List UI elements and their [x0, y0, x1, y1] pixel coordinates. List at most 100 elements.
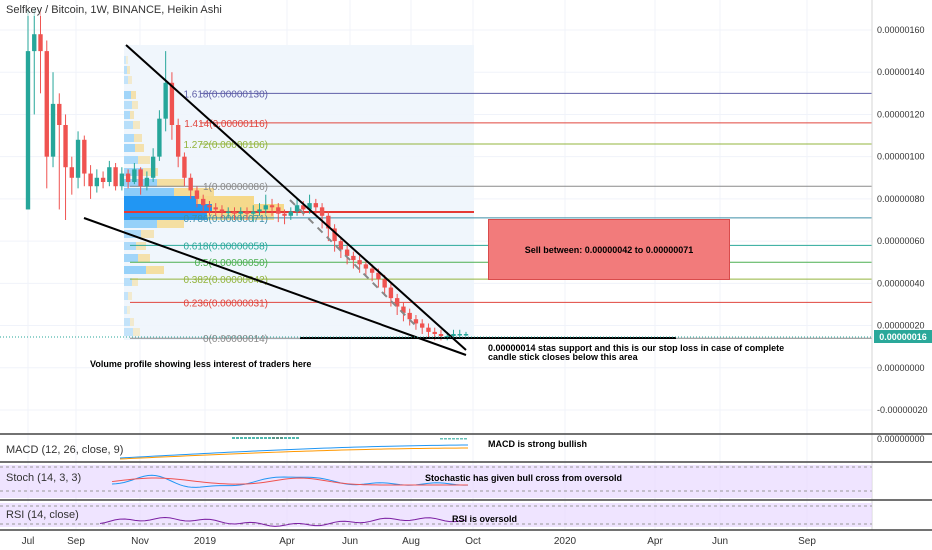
- volume-profile-bar: [124, 230, 141, 238]
- candle-body: [382, 279, 387, 288]
- volume-profile-bar: [127, 306, 130, 314]
- candle-body: [194, 190, 200, 199]
- macd-histogram-bar: [240, 437, 243, 439]
- candle-body: [144, 177, 150, 187]
- time-tick-label: Nov: [131, 536, 149, 547]
- candle-body: [163, 82, 168, 119]
- candle-body: [38, 34, 43, 52]
- volume-profile-bar: [124, 242, 136, 250]
- macd-line: [119, 444, 469, 459]
- volume-profile-bar: [124, 121, 133, 129]
- time-tick-label: Jul: [22, 536, 35, 547]
- stoch-d-line: [111, 477, 468, 486]
- volume-profile-bar: [124, 220, 157, 228]
- candle-body: [113, 167, 118, 187]
- time-tick-label: 2020: [554, 536, 577, 547]
- candle-body: [125, 173, 131, 182]
- time-tick-label: Apr: [279, 536, 295, 547]
- macd-histogram-bar: [448, 438, 451, 440]
- candle-body: [201, 198, 206, 206]
- chart-title: Selfkey / Bitcoin, 1W, BINANCE, Heikin A…: [6, 4, 222, 16]
- wedge-lower-trendline: [83, 217, 467, 356]
- candle-body: [75, 139, 81, 178]
- stoch-label: Stoch (14, 3, 3): [6, 472, 82, 484]
- volume-profile-bar: [124, 328, 133, 336]
- volume-profile-bar: [124, 204, 212, 212]
- rsi-band: [0, 503, 872, 527]
- volume-profile-bar: [124, 101, 132, 109]
- volume-profile-bar: [138, 156, 150, 164]
- macd-histogram-bar: [236, 437, 239, 439]
- macd-histogram-bar: [264, 437, 267, 439]
- macd-histogram-bar: [276, 437, 279, 439]
- macd-histogram-bar: [248, 437, 251, 439]
- volume-profile-bar: [124, 56, 126, 64]
- candle-body: [407, 312, 412, 320]
- volume-profile-note: Volume profile showing less interest of …: [90, 359, 312, 369]
- volume-profile-bar: [132, 101, 138, 109]
- candle-body: [175, 125, 181, 157]
- volume-profile-bar: [138, 254, 150, 262]
- volume-profile-bar: [196, 196, 254, 204]
- stoch-note: Stochastic has given bull cross from ove…: [425, 473, 623, 483]
- candle-body: [63, 125, 68, 168]
- candle-body: [344, 249, 350, 256]
- price-tick-label: 0.00000160: [877, 25, 925, 35]
- candle-body: [376, 272, 381, 280]
- volume-profile-bar: [124, 266, 146, 274]
- volume-profile-bar: [124, 212, 207, 220]
- volume-profile-bar: [131, 91, 136, 99]
- volume-profile-bar: [128, 76, 132, 84]
- volume-profile-bar: [157, 220, 184, 228]
- time-tick-label: 2019: [194, 536, 217, 547]
- candle-body: [338, 241, 344, 250]
- fib-level-label: 1(0.00000086): [203, 182, 268, 193]
- candle-body: [94, 177, 100, 187]
- macd-histogram-bar: [456, 438, 459, 440]
- fib-level-label: 0.382(0.00000042): [183, 275, 268, 286]
- time-tick-label: Aug: [402, 536, 420, 547]
- volume-profile-bar: [124, 292, 128, 300]
- fib-level-label: 0.786(0.00000071): [183, 214, 268, 225]
- candle-body: [207, 205, 212, 208]
- macd-histogram-bar: [444, 438, 447, 440]
- candle-body: [226, 211, 231, 214]
- volume-profile-bar: [124, 134, 134, 142]
- candle-body: [232, 211, 237, 214]
- stoch-band: [0, 465, 872, 498]
- volume-profile-bar: [143, 168, 158, 176]
- fib-level-label: 0.5(0.00000050): [195, 258, 268, 269]
- candle-body: [288, 211, 293, 216]
- candle-body: [313, 203, 319, 208]
- volume-profile-bar: [212, 204, 284, 212]
- time-tick-label: Oct: [465, 536, 481, 547]
- macd-histogram-bar: [256, 437, 259, 439]
- candle-body: [238, 211, 243, 214]
- candle-body: [219, 209, 225, 212]
- macd-histogram-bar: [464, 438, 467, 440]
- candle-body: [57, 103, 62, 125]
- price-tick-label: 0.00000100: [877, 152, 925, 162]
- candle-body: [69, 167, 74, 178]
- candle-body: [244, 211, 250, 214]
- time-tick-label: Apr: [647, 536, 663, 547]
- support-note-line1: 0.00000014 stas support and this is our …: [488, 343, 785, 353]
- candle-body: [82, 139, 87, 174]
- rsi-line: [99, 517, 466, 527]
- candle-body: [169, 82, 175, 125]
- price-tick-label: 0.00000140: [877, 67, 925, 77]
- macd-histogram-bar: [252, 437, 255, 439]
- candle-body: [32, 34, 37, 52]
- projection-dashed-line: [289, 199, 416, 326]
- candle-body: [132, 169, 137, 182]
- candle-body: [307, 203, 312, 210]
- time-tick-label: Jun: [342, 536, 358, 547]
- price-tick-label: -0.00000020: [877, 405, 928, 415]
- volume-profile-bar: [128, 292, 132, 300]
- candle-body: [388, 287, 394, 299]
- time-tick-label: Jun: [712, 536, 728, 547]
- candle-body: [150, 156, 156, 178]
- rsi-note: RSI is oversold: [452, 514, 518, 524]
- candle-body: [401, 306, 406, 313]
